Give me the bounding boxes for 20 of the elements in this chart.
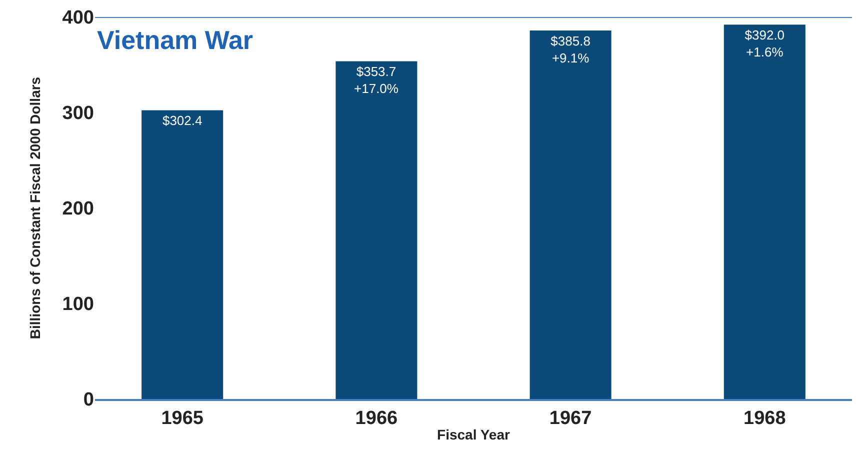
y-tick-label: 200 — [62, 198, 94, 220]
y-tick-label: 0 — [83, 390, 94, 411]
y-tick-label: 300 — [62, 103, 94, 124]
bar — [336, 61, 418, 399]
data-label: $302.4 — [162, 113, 202, 128]
x-axis-title: Fiscal Year — [437, 426, 511, 443]
data-label: $392.0 +1.6% — [744, 28, 785, 60]
data-label: $385.8 +9.1% — [550, 34, 590, 66]
y-tick-label: 100 — [62, 294, 94, 316]
data-label: $353.7 +17.0% — [354, 64, 399, 96]
y-tick-label: 400 — [62, 8, 94, 29]
x-tick-label: 1968 — [744, 408, 786, 429]
bar — [724, 24, 806, 399]
y-axis-title: Billions of Constant Fiscal 2000 Dollars — [26, 76, 43, 340]
chart-title: Vietnam War — [97, 25, 254, 55]
x-tick-label: 1965 — [161, 408, 204, 429]
x-tick-label: 1967 — [549, 408, 592, 429]
bar — [530, 30, 612, 399]
bar — [142, 110, 224, 399]
x-tick-label: 1966 — [355, 408, 398, 429]
